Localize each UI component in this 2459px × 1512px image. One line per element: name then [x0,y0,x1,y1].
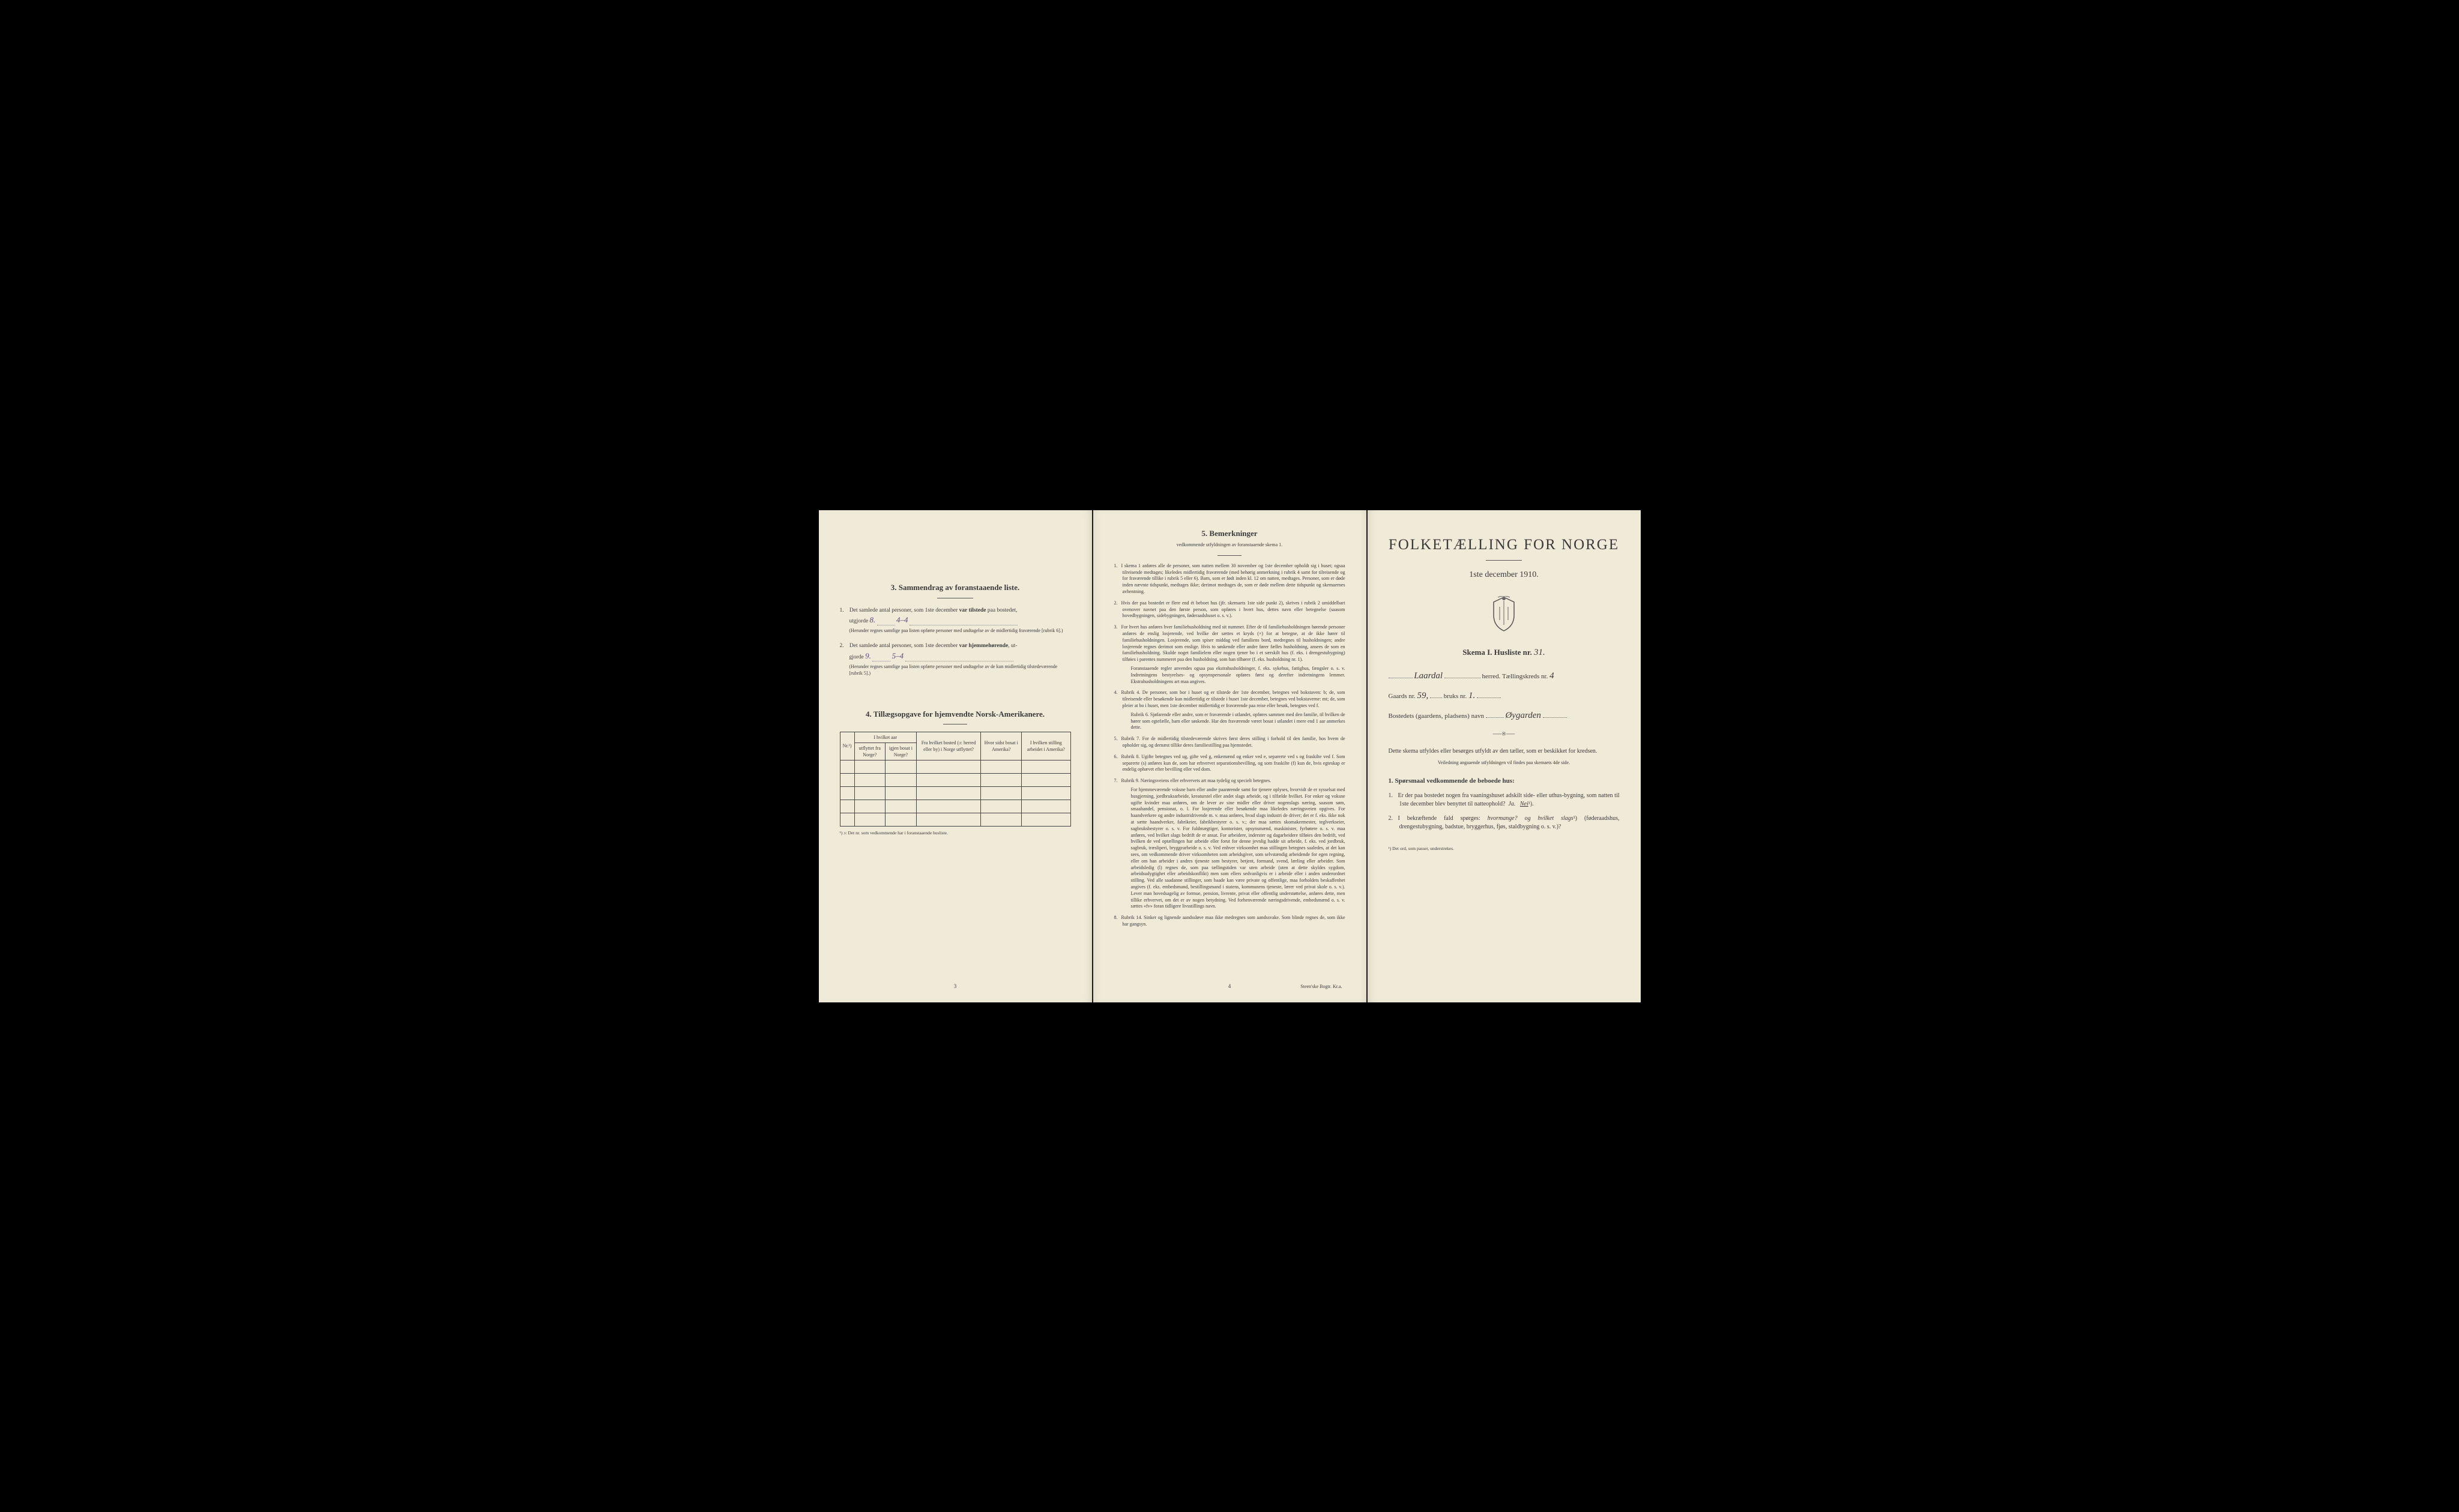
ornament-icon: ──※── [1389,730,1620,739]
handwritten-value: 8. [870,615,876,624]
handwritten-value: 1. [1468,691,1475,700]
question-2: 2.I bekræftende fald spørges: hvormange?… [1389,815,1620,831]
summary-item-1: 1. Det samlede antal personer, som 1ste … [840,607,1071,634]
table-row [840,761,1070,774]
coat-of-arms-icon [1389,596,1620,634]
table-row [840,800,1070,813]
three-page-spread: 3. Sammendrag av foranstaaende liste. 1.… [819,510,1641,1002]
question-heading: 1. Spørsmaal vedkommende de beboede hus: [1389,777,1620,786]
divider [1486,560,1522,561]
america-table: Nr.¹) I hvilket aar Fra hvilket bosted (… [840,732,1071,827]
table-row [840,813,1070,827]
instruction-note: Veiledning angaaende utfyldningen vil fi… [1389,759,1620,766]
section-5-title: 5. Bemerkninger [1114,528,1345,539]
remark-item: 1.I skema 1 anføres alle de personer, so… [1114,563,1345,595]
remark-item: 2.Hvis der paa bostedet er flere end ét … [1114,600,1345,619]
col-aar-igjen: igjen bosat i Norge? [886,742,917,760]
handwritten-value: Øygarden [1505,711,1540,720]
gaard-line: Gaards nr. 59, bruks nr. 1. [1389,690,1620,702]
remark-item: 7.Rubrik 9. Næringsveiens eller erhverve… [1114,778,1345,910]
col-stilling: I hvilken stilling arbeidet i Amerika? [1022,732,1070,761]
remark-item: 4.Rubrik 4. De personer, som bor i huset… [1114,690,1345,731]
section-5-subtitle: vedkommende utfyldningen av foranstaaend… [1114,541,1345,548]
summary-item-2: 2. Det samlede antal personer, som 1ste … [840,642,1071,676]
handwritten-value: 59, [1417,691,1428,700]
table-footnote: ¹) ɔ: Det nr. som vedkommende har i fora… [840,830,1071,837]
page-number: 3 [954,983,957,990]
col-nr: Nr.¹) [840,732,854,761]
footnote: ¹) Det ord, som passer, understrekes. [1389,846,1620,852]
col-aar-group: I hvilket aar [854,732,916,742]
remark-item: 3.For hvert hus anføres hver familiehush… [1114,624,1345,685]
remark-item: 8.Rubrik 14. Sinker og lignende aandsslø… [1114,915,1345,928]
herred-line: Laardal herred. Tællingskreds nr. 4 [1389,670,1620,682]
col-aar-ut: utflyttet fra Norge? [854,742,885,760]
table-row [840,787,1070,800]
bosted-line: Bostedets (gaardens, pladsens) navn Øyga… [1389,709,1620,722]
page-4: 5. Bemerkninger vedkommende utfyldningen… [1093,510,1366,1002]
page-1-cover: FOLKETÆLLING FOR NORGE 1ste december 191… [1368,510,1641,1002]
census-date: 1ste december 1910. [1389,569,1620,581]
skema-line: Skema I. Husliste nr. 31. [1389,646,1620,659]
handwritten-value: 4 [1549,671,1554,681]
question-1: 1.Er der paa bostedet nogen fra vaanings… [1389,792,1620,809]
handwritten-value: Laardal [1414,671,1443,681]
instruction-text: Dette skema utfyldes eller besørges utfy… [1389,747,1620,756]
printer-credit: Steen'ske Bogtr. Kr.a. [1300,983,1342,990]
handwritten-value: 4–4 [896,615,908,624]
handwritten-value: 31. [1534,648,1545,657]
handwritten-value: 9. [865,651,871,660]
col-sidst: Hvor sidst bosat i Amerika? [981,732,1022,761]
remark-item: 6.Rubrik 8. Ugifte betegnes ved ug, gift… [1114,754,1345,773]
col-bosted: Fra hvilket bosted (ɔ: herred eller by) … [916,732,981,761]
page-number: 4 [1228,983,1231,990]
census-title: FOLKETÆLLING FOR NORGE [1389,534,1620,555]
answer-nei: Nei [1520,801,1528,807]
remark-item: 5.Rubrik 7. For de midlertidig tilstedev… [1114,736,1345,749]
divider [1217,555,1242,556]
table-row [840,774,1070,787]
section-3-title: 3. Sammendrag av foranstaaende liste. [840,582,1071,593]
page-3: 3. Sammendrag av foranstaaende liste. 1.… [819,510,1092,1002]
section-4-title: 4. Tillægsopgave for hjemvendte Norsk-Am… [840,709,1071,720]
handwritten-value: 5–4 [892,651,904,660]
remarks-list: 1.I skema 1 anføres alle de personer, so… [1114,563,1345,928]
